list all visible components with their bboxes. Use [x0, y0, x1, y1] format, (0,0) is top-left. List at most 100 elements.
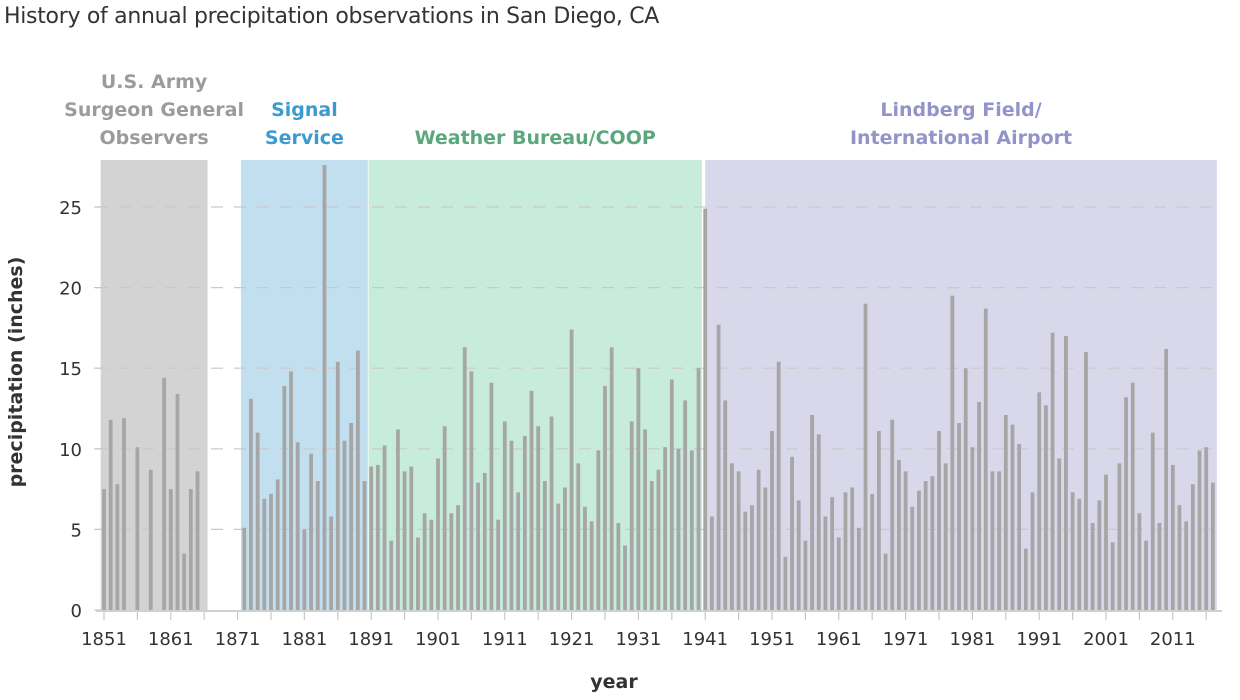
bar: 1987: 11.5: [1010, 424, 1015, 610]
bar: 2009: 5.4: [1157, 522, 1162, 610]
bar: 1880: 10.4: [295, 442, 300, 610]
bar: 1910: 5.6: [496, 519, 501, 610]
bar: 1865: 8.6: [195, 471, 200, 610]
bar: 1922: 9.1: [576, 463, 581, 610]
bar: 1908: 8.5: [482, 472, 487, 610]
era-label-line: Signal: [271, 99, 338, 121]
bar: 1911: 11.7: [502, 421, 507, 610]
bar: 1998: 16: [1084, 352, 1088, 610]
bar: 1963: 7.6: [850, 487, 855, 610]
x-tick-label: 1861: [148, 629, 194, 650]
bar: 1943: 17.7: [716, 324, 721, 610]
bar: 1874: 11: [255, 432, 260, 610]
x-axis: 1851 1861 1871 1881 1891 1901 1911 1921 1931 1941…: [81, 610, 1222, 650]
bar: 1916: 11.4: [536, 426, 541, 610]
x-tick-label: 1991: [1016, 629, 1062, 650]
bar: 1964: 5.1: [856, 527, 861, 610]
bar: 1863: 3.5: [182, 553, 187, 610]
bar: 1917: 8: [542, 481, 547, 610]
bar: 1896: 8.6: [402, 471, 407, 610]
bar: 1995: 17: [1064, 335, 1068, 610]
bar: 1982: 12.9: [977, 402, 981, 610]
bar: 1895: 11.2: [396, 429, 400, 610]
bar: 2010: 16.2: [1164, 348, 1169, 610]
bar: 1989: 3.8: [1023, 548, 1028, 610]
bar: 1893: 10.2: [382, 445, 387, 610]
era-label-line: Weather Bureau/COOP: [415, 127, 656, 149]
bar: 1999: 5.4: [1090, 522, 1095, 610]
bar: 1856: 10.1: [135, 447, 140, 610]
bar: 2012: 6.5: [1177, 505, 1182, 610]
bar: 1854: 11.9: [122, 418, 126, 610]
bar: 1860: 14.4: [162, 377, 167, 610]
bar: 1932: 11.2: [643, 429, 647, 610]
x-tick-label: 1971: [883, 629, 929, 650]
bar: 1937: 10: [676, 448, 681, 610]
y-tick-label: 0: [71, 601, 82, 622]
bar: 1886: 15.4: [335, 361, 340, 610]
bar: 1956: 4.3: [803, 540, 808, 610]
bar: 1972: 6.4: [910, 506, 915, 610]
bar: 1924: 5.5: [589, 521, 594, 610]
bar: 1892: 9: [375, 464, 380, 610]
bar: 1878: 13.9: [282, 385, 287, 610]
bar: 2016: 10.1: [1204, 447, 1209, 610]
bar: 1936: 14.3: [669, 379, 674, 610]
bar: 1877: 8.1: [275, 479, 280, 610]
bar: 1992: 12.7: [1043, 405, 1048, 610]
bar: 1930: 11.7: [629, 421, 634, 610]
bar: 2003: 9.1: [1117, 463, 1122, 610]
bar: 2013: 5.5: [1184, 521, 1189, 610]
bar: 1974: 8: [923, 481, 928, 610]
bar: 1979: 11.6: [957, 423, 961, 610]
bar: 1944: 13: [723, 400, 728, 610]
x-tick-label: 2011: [1150, 629, 1196, 650]
bar: 1953: 3.3: [783, 556, 788, 610]
bar: 1903: 6: [449, 513, 454, 610]
bar: 1918: 12: [549, 416, 554, 610]
bar: 2008: 11: [1150, 432, 1155, 610]
y-tick-label: 5: [71, 520, 82, 541]
era-label-line: U.S. Army: [101, 71, 208, 93]
bar: 1931: 15: [636, 368, 641, 610]
x-axis-label: year: [590, 671, 638, 693]
chart-title: History of annual precipitation observat…: [4, 4, 660, 29]
bar: 1961: 4.5: [836, 537, 841, 610]
bar: 2017: 7.9: [1210, 482, 1215, 610]
bar: 1907: 7.9: [476, 482, 480, 610]
x-tick-label: 1941: [682, 629, 728, 650]
bar: 1978: 19.5: [950, 295, 955, 610]
bar: 1947: 6.1: [743, 511, 748, 610]
bar: 1997: 6.9: [1077, 498, 1082, 610]
bar: 2005: 14.1: [1130, 382, 1135, 610]
bar: 1984: 8.6: [990, 471, 995, 610]
bar: 1879: 14.8: [289, 371, 293, 610]
bar: 1906: 14.8: [469, 371, 474, 610]
bar: 1969: 11.8: [890, 419, 895, 610]
bar: 1928: 5.4: [616, 522, 621, 610]
bar: 1890: 8: [362, 481, 367, 610]
y-tick-label: 20: [59, 279, 82, 300]
bar: 2004: 13.2: [1124, 397, 1128, 610]
bar: 2007: 4.3: [1144, 540, 1148, 610]
era-label-line: Service: [265, 127, 344, 149]
bar: 1888: 11.6: [349, 423, 354, 610]
bar: 1900: 5.6: [429, 519, 434, 610]
x-tick-label: 1961: [816, 629, 862, 650]
bar: 1942: 5.8: [709, 516, 714, 610]
bar: 1933: 8: [649, 481, 654, 610]
bar: 1986: 12.1: [1003, 414, 1008, 610]
bar: 1909: 14.1: [489, 382, 494, 610]
bar: 1925: 9.9: [596, 450, 601, 610]
era-label-line: Surgeon General: [64, 99, 244, 121]
bar: 1923: 6.4: [583, 506, 587, 610]
bar: 1940: 15: [696, 368, 701, 610]
bar: 1851: 7.5: [102, 489, 106, 610]
bar: 1966: 7.2: [870, 493, 875, 610]
bar: 1861: 7.5: [168, 489, 173, 610]
bar: 1934: 8.7: [656, 469, 661, 610]
bar: 2000: 6.8: [1097, 500, 1102, 610]
bar: 1970: 9.3: [897, 460, 901, 610]
bar: 1891: 8.9: [369, 466, 374, 610]
bar: 1873: 13.1: [249, 398, 253, 610]
